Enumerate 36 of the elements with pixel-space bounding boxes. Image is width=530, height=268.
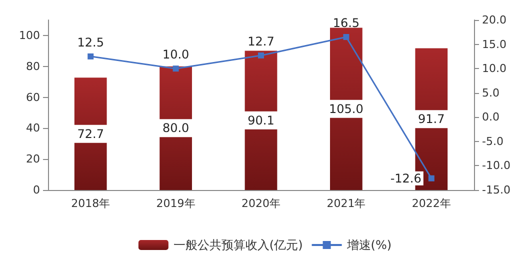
point: [172, 66, 179, 72]
y2-tick-label: 5.0: [482, 86, 500, 100]
y-tick-label: 100: [19, 28, 40, 42]
legend-label: 一般公共预算收入(亿元): [173, 238, 303, 252]
y2-tick-label: 20.0: [482, 14, 506, 26]
point: [343, 34, 350, 40]
point: [258, 52, 264, 58]
y2-tick-label: 10.0: [482, 62, 506, 76]
y-tick-label: 60: [26, 90, 40, 104]
data-label: 91.7: [418, 112, 445, 126]
y2-tick-label: -15.0: [482, 184, 510, 196]
y2-tick-label: -5.0: [482, 134, 504, 148]
point: [428, 175, 434, 182]
data-label: 10.0: [162, 48, 190, 62]
legend-label: 增速(%): [346, 238, 392, 252]
y-tick-label: 80: [26, 60, 40, 73]
x-tick-label: 2022年: [412, 197, 451, 210]
data-label: 12.7: [248, 34, 274, 48]
data-label: 80.0: [162, 121, 190, 136]
data-label: -12.6: [390, 171, 422, 186]
data-label: 90.1: [248, 113, 274, 128]
x-tick-label: 2018年: [71, 197, 110, 210]
x-tick-label: 2019年: [156, 197, 196, 210]
point: [88, 53, 94, 60]
data-label: 105.0: [329, 102, 364, 116]
data-label: 12.5: [77, 35, 104, 50]
x-tick-label: 2021年: [326, 197, 366, 210]
y-tick-label: 0: [33, 184, 40, 196]
y2-tick-label: 0.0: [482, 110, 500, 124]
y2-tick-label: -10.0: [482, 159, 510, 172]
data-label: 16.5: [332, 16, 360, 30]
y-tick-label: 20: [26, 152, 40, 166]
data-label: 72.7: [77, 126, 104, 141]
x-tick-label: 2020年: [242, 197, 280, 210]
y-tick-label: 40: [26, 122, 40, 135]
y2-tick-label: 15.0: [482, 38, 506, 51]
